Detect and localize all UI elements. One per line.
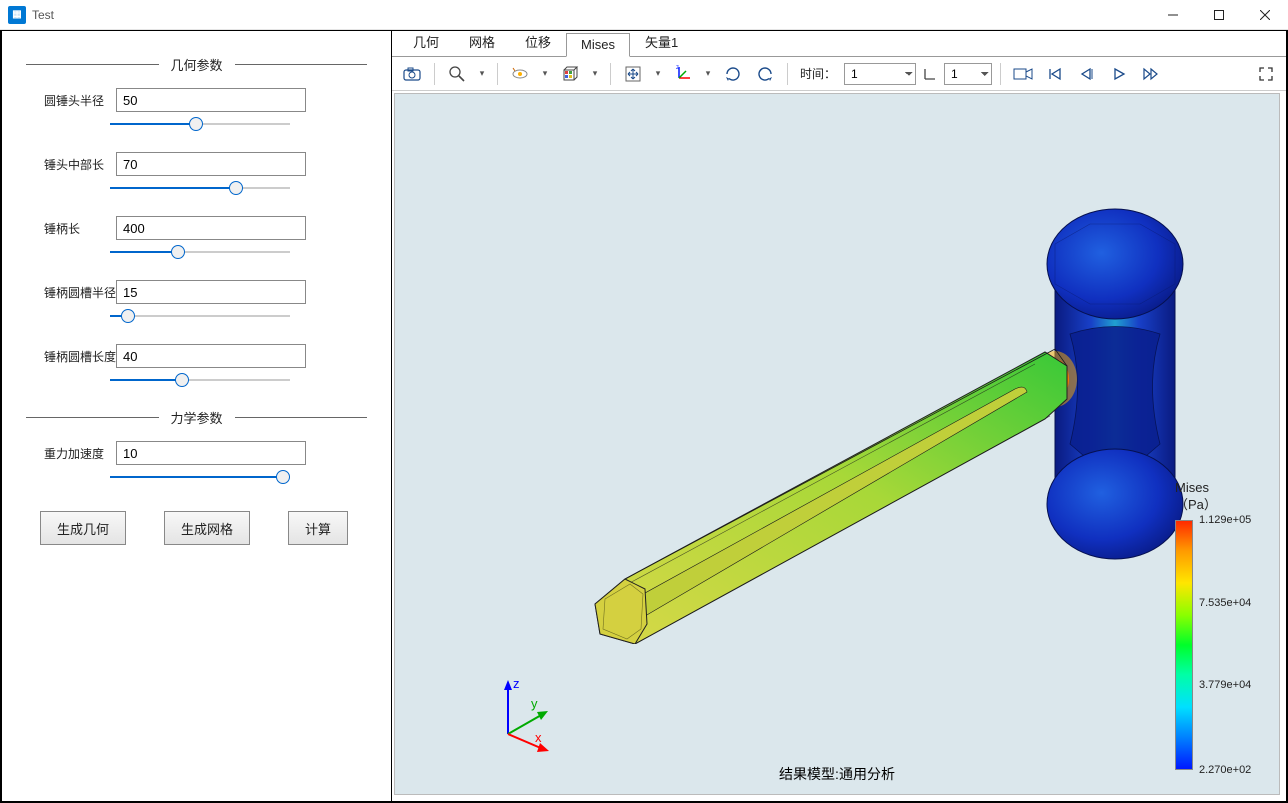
- generate-mesh-button[interactable]: 生成网格: [164, 511, 250, 545]
- zoom-dropdown-icon[interactable]: ▾: [475, 68, 489, 79]
- calculate-button[interactable]: 计算: [288, 511, 348, 545]
- phys-param-input-0[interactable]: [116, 441, 306, 465]
- geom-param-label-1: 锤头中部长: [26, 156, 116, 173]
- legend-tick: 2.270e+02: [1199, 764, 1251, 776]
- tab-4[interactable]: 矢量1: [630, 28, 693, 56]
- maximize-button[interactable]: [1196, 0, 1242, 30]
- legend-gradient-bar: [1175, 520, 1193, 770]
- tab-0[interactable]: 几何: [398, 28, 454, 56]
- axes-dropdown-icon[interactable]: ▾: [701, 68, 715, 79]
- tab-3[interactable]: Mises: [566, 33, 630, 57]
- rotate-ccw-icon[interactable]: [751, 61, 779, 87]
- axes-icon[interactable]: z: [669, 61, 697, 87]
- svg-text:z: z: [513, 676, 520, 691]
- geom-param-input-4[interactable]: [116, 344, 306, 368]
- brush-icon[interactable]: [506, 61, 534, 87]
- geom-param-label-0: 圆锤头半径: [26, 92, 116, 109]
- section-header-phys: 力学参数: [26, 408, 367, 427]
- section-label-phys: 力学参数: [159, 408, 235, 427]
- time-label: 时间：: [800, 65, 836, 82]
- camera-icon[interactable]: [398, 61, 426, 87]
- tab-1[interactable]: 网格: [454, 28, 510, 56]
- geom-param-slider-3[interactable]: [110, 308, 290, 324]
- result-model-label: 结果模型:通用分析: [779, 764, 895, 784]
- viewport-3d[interactable]: z y x 结果模型:通用分析 Mises（Pa）: [394, 93, 1280, 795]
- skip-start-icon[interactable]: [1041, 61, 1069, 87]
- generate-geometry-button[interactable]: 生成几何: [40, 511, 126, 545]
- cube-dropdown-icon[interactable]: ▾: [588, 68, 602, 79]
- tab-2[interactable]: 位移: [510, 28, 566, 56]
- expand-icon[interactable]: [1252, 61, 1280, 87]
- angle-icon[interactable]: [920, 61, 940, 87]
- play-icon[interactable]: [1105, 61, 1133, 87]
- window-title: Test: [32, 8, 54, 22]
- main-panel: 几何网格位移Mises矢量1 ▾ ▾ ▾ ▾ z ▾ 时间： 1 1: [392, 31, 1286, 801]
- geom-param-input-0[interactable]: [116, 88, 306, 112]
- brush-dropdown-icon[interactable]: ▾: [538, 68, 552, 79]
- phys-param-slider-0[interactable]: [110, 469, 290, 485]
- fast-forward-icon[interactable]: [1137, 61, 1165, 87]
- geom-param-input-2[interactable]: [116, 216, 306, 240]
- geom-param-slider-0[interactable]: [110, 116, 290, 132]
- hammer-model: [515, 184, 1235, 644]
- record-icon[interactable]: [1009, 61, 1037, 87]
- cube-icon[interactable]: [556, 61, 584, 87]
- minimize-button[interactable]: [1150, 0, 1196, 30]
- legend-tick: 3.779e+04: [1199, 679, 1251, 691]
- geom-param-input-1[interactable]: [116, 152, 306, 176]
- legend-title: Mises（Pa）: [1175, 480, 1265, 514]
- svg-text:y: y: [531, 696, 538, 711]
- tabs: 几何网格位移Mises矢量1: [392, 31, 1286, 57]
- time-select[interactable]: 1: [844, 63, 916, 85]
- svg-text:z: z: [676, 65, 679, 71]
- rotate-cw-icon[interactable]: [719, 61, 747, 87]
- app-icon: ▦: [8, 6, 26, 24]
- section-label-geom: 几何参数: [159, 55, 235, 74]
- section-header-geom: 几何参数: [26, 55, 367, 74]
- legend-tick: 1.129e+05: [1199, 514, 1251, 526]
- toolbar: ▾ ▾ ▾ ▾ z ▾ 时间： 1 1: [392, 57, 1286, 91]
- titlebar: ▦ Test: [0, 0, 1288, 30]
- close-button[interactable]: [1242, 0, 1288, 30]
- geom-param-slider-4[interactable]: [110, 372, 290, 388]
- color-legend: Mises（Pa） 1.129e+057.535e+043.779e+042.2…: [1175, 480, 1265, 770]
- geom-param-slider-1[interactable]: [110, 180, 290, 196]
- move-icon[interactable]: [619, 61, 647, 87]
- geom-param-input-3[interactable]: [116, 280, 306, 304]
- phys-param-label-0: 重力加速度: [26, 445, 116, 462]
- geom-param-label-3: 锤柄圆槽半径: [26, 284, 116, 301]
- step-back-icon[interactable]: [1073, 61, 1101, 87]
- legend-tick: 7.535e+04: [1199, 597, 1251, 609]
- axis-triad: z y x: [483, 674, 563, 754]
- zoom-icon[interactable]: [443, 61, 471, 87]
- move-dropdown-icon[interactable]: ▾: [651, 68, 665, 79]
- svg-text:x: x: [535, 730, 542, 745]
- geom-param-slider-2[interactable]: [110, 244, 290, 260]
- geom-param-label-2: 锤柄长: [26, 220, 116, 237]
- sidebar: 几何参数 圆锤头半径 锤头中部长 锤柄长 锤柄圆槽半径 锤柄圆槽长度 力学参数: [2, 31, 392, 801]
- geom-param-label-4: 锤柄圆槽长度: [26, 348, 116, 365]
- frame-select[interactable]: 1: [944, 63, 992, 85]
